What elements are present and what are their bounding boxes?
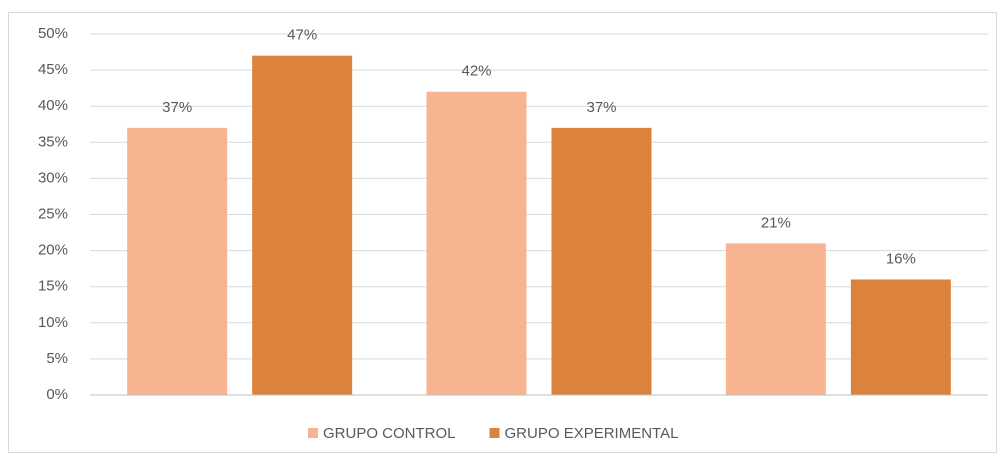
data-label: 47% — [287, 27, 317, 44]
data-label: 37% — [162, 99, 192, 116]
y-tick-label: 45% — [38, 61, 68, 78]
bar — [850, 279, 951, 395]
y-tick-label: 20% — [38, 242, 68, 259]
y-tick-label: 35% — [38, 133, 68, 150]
y-tick-label: 30% — [38, 169, 68, 186]
data-label: 37% — [586, 99, 616, 116]
y-tick-label: 0% — [46, 386, 68, 403]
legend-label: GRUPO CONTROL — [323, 425, 456, 442]
bar — [127, 127, 228, 396]
data-label: 21% — [761, 214, 791, 231]
bar — [551, 127, 652, 396]
y-tick-label: 15% — [38, 278, 68, 295]
y-tick-label: 25% — [38, 205, 68, 222]
y-tick-label: 10% — [38, 314, 68, 331]
y-tick-label: 40% — [38, 97, 68, 114]
bar — [725, 243, 826, 395]
data-label: 42% — [461, 63, 491, 80]
y-tick-label: 50% — [38, 25, 68, 42]
bar — [426, 91, 527, 395]
bar — [252, 55, 353, 395]
y-tick-label: 5% — [46, 350, 68, 367]
legend-swatch — [308, 428, 318, 438]
legend-label: GRUPO EXPERIMENTAL — [505, 425, 679, 442]
legend-swatch — [489, 428, 500, 438]
data-label: 16% — [886, 250, 916, 267]
